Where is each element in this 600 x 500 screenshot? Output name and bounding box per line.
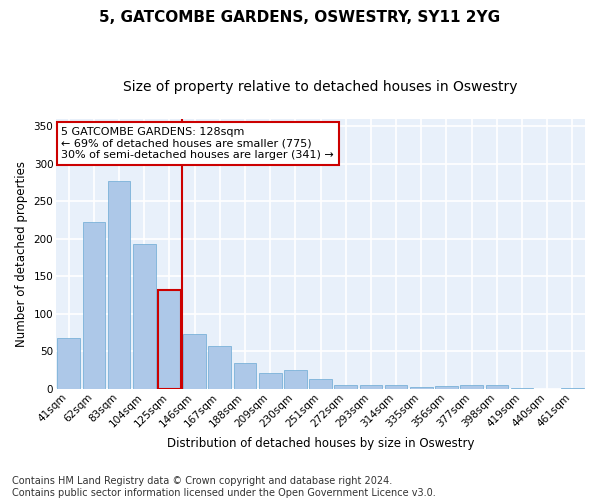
Text: 5 GATCOMBE GARDENS: 128sqm
← 69% of detached houses are smaller (775)
30% of sem: 5 GATCOMBE GARDENS: 128sqm ← 69% of deta… [61, 127, 334, 160]
X-axis label: Distribution of detached houses by size in Oswestry: Distribution of detached houses by size … [167, 437, 474, 450]
Bar [485, 384, 508, 389]
Bar [83, 222, 105, 389]
Bar [58, 338, 80, 389]
Bar [284, 370, 307, 389]
Bar [133, 244, 155, 389]
Bar [309, 380, 332, 389]
Bar [511, 388, 533, 389]
Title: Size of property relative to detached houses in Oswestry: Size of property relative to detached ho… [123, 80, 518, 94]
Text: 5, GATCOMBE GARDENS, OSWESTRY, SY11 2YG: 5, GATCOMBE GARDENS, OSWESTRY, SY11 2YG [100, 10, 500, 25]
Bar [334, 384, 357, 389]
Bar [233, 363, 256, 389]
Bar [158, 290, 181, 389]
Bar [259, 374, 281, 389]
Bar [359, 386, 382, 389]
Bar [460, 386, 483, 389]
Bar [108, 181, 130, 389]
Bar [208, 346, 231, 389]
Bar [435, 386, 458, 389]
Text: Contains HM Land Registry data © Crown copyright and database right 2024.
Contai: Contains HM Land Registry data © Crown c… [12, 476, 436, 498]
Bar [385, 384, 407, 389]
Bar [158, 290, 181, 389]
Bar [410, 387, 433, 389]
Bar [183, 334, 206, 389]
Y-axis label: Number of detached properties: Number of detached properties [15, 161, 28, 347]
Bar [561, 388, 584, 389]
